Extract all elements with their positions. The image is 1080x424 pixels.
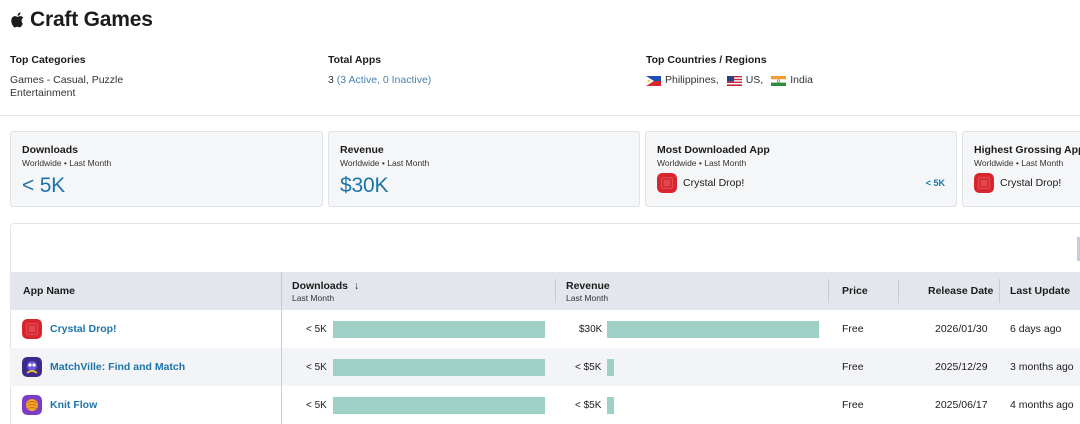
most-downloaded-value: < 5K [925,178,945,188]
category-line-1: Games - Casual, Puzzle [10,74,124,86]
column-separator [898,279,899,303]
table-row[interactable]: MatchVille: Find and Match < 5K < $5K Fr… [10,348,1080,386]
col-revenue-sub: Last Month [566,292,609,303]
revenue-bar [607,397,614,414]
downloads-value: < 5K [306,399,327,411]
downloads-bar [333,359,545,376]
matchville-icon [22,357,42,377]
table-row[interactable]: Crystal Drop! < 5K $30K Free 2026/01/30 … [10,310,1080,348]
highest-grossing-app-name[interactable]: Crystal Drop! [1000,177,1062,189]
publisher-header: Craft Games [10,6,153,34]
most-downloaded-title: Most Downloaded App [657,144,770,156]
table-row[interactable]: Knit Flow < 5K < $5K Free 2025/06/17 4 m… [10,386,1080,424]
revenue-value: $30K [579,323,603,335]
apps-table-panel [10,223,1080,424]
top-countries-label: Top Countries / Regions [646,54,767,66]
downloads-bar [333,321,545,338]
apple-icon [11,12,24,28]
col-release-date[interactable]: Release Date [928,285,994,297]
downloads-card-sub: Worldwide • Last Month [22,158,112,168]
most-downloaded-app-name[interactable]: Crystal Drop! [683,177,745,189]
highest-grossing-title: Highest Grossing App [974,144,1080,156]
downloads-card-value: < 5K [22,174,65,197]
downloads-card-title: Downloads [22,144,79,156]
revenue-bar [607,321,819,338]
column-separator [828,279,829,303]
highest-grossing-sub: Worldwide • Last Month [974,158,1064,168]
col-revenue[interactable]: Revenue Last Month [566,279,610,303]
price-value: Free [842,399,864,411]
last-update-value: 3 months ago [1010,361,1074,373]
scroll-handle[interactable] [1077,237,1080,261]
category-line-2: Entertainment [10,87,76,99]
release-date-value: 2026/01/30 [935,323,988,335]
revenue-value: < $5K [575,399,602,411]
col-downloads[interactable]: Downloads ↓ Last Month [292,279,360,303]
revenue-card-title: Revenue [340,144,384,156]
col-downloads-sub: Last Month [292,292,335,303]
india-flag-icon [771,75,787,86]
highest-grossing-card: Highest Grossing App Worldwide • Last Mo… [962,131,1080,207]
knit-flow-icon [22,395,42,415]
philippines-flag-icon [646,75,661,86]
divider [0,115,1080,116]
downloads-value: < 5K [306,361,327,373]
last-update-value: 6 days ago [1010,323,1062,335]
downloads-value: < 5K [306,323,327,335]
total-apps-count: 3 [328,74,334,86]
app-name-link[interactable]: Crystal Drop! [50,323,117,335]
table-header: App Name Downloads ↓ Last Month Revenue … [10,272,1080,310]
col-app-name[interactable]: App Name [23,285,75,297]
crystal-drop-icon [22,319,42,339]
revenue-card: Revenue Worldwide • Last Month $30K [328,131,640,207]
crystal-drop-icon [657,173,677,193]
total-apps: Total Apps 3 (3 Active, 0 Inactive) [328,54,431,87]
publisher-name: Craft Games [30,8,153,31]
revenue-card-sub: Worldwide • Last Month [340,158,430,168]
downloads-bar [333,397,545,414]
col-price[interactable]: Price [842,285,868,297]
revenue-value: < $5K [575,361,602,373]
us-flag-icon [726,75,742,86]
app-name-link[interactable]: Knit Flow [50,399,98,411]
price-value: Free [842,323,864,335]
country-india: India [790,74,813,86]
release-date-value: 2025/06/17 [935,399,988,411]
most-downloaded-card: Most Downloaded App Worldwide • Last Mon… [645,131,957,207]
price-value: Free [842,361,864,373]
column-separator [555,279,556,303]
revenue-card-value: $30K [340,174,389,197]
revenue-bar [607,359,614,376]
downloads-card: Downloads Worldwide • Last Month < 5K [10,131,323,207]
total-apps-detail[interactable]: (3 Active, 0 Inactive) [336,74,432,86]
most-downloaded-sub: Worldwide • Last Month [657,158,747,168]
release-date-value: 2025/12/29 [935,361,988,373]
app-name-link[interactable]: MatchVille: Find and Match [50,361,186,373]
total-apps-label: Total Apps [328,54,382,66]
column-separator [999,279,1000,303]
country-us: US, [745,74,764,86]
sort-down-icon[interactable]: ↓ [353,279,360,292]
col-last-update[interactable]: Last Update [1010,285,1071,297]
last-update-value: 4 months ago [1010,399,1074,411]
crystal-drop-icon [974,173,994,193]
top-categories-label: Top Categories [10,54,86,66]
country-philippines: Philippines, [665,74,719,86]
table-vertical-divider [281,272,282,424]
top-countries: Top Countries / Regions Philippines, US,… [646,54,813,87]
top-categories: Top Categories Games - Casual, Puzzle En… [10,54,123,100]
